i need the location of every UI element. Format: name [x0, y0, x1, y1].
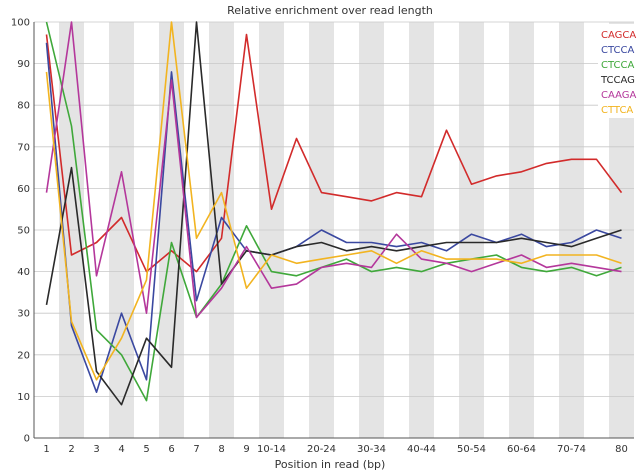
legend-box	[598, 24, 636, 118]
y-tick-label: 20	[17, 350, 30, 361]
x-tick-label: 20-24	[307, 444, 336, 455]
legend-entry: CTCCA	[601, 45, 634, 56]
y-tick-label: 40	[17, 267, 30, 278]
x-tick-label: 1	[43, 444, 49, 455]
y-tick-label: 90	[17, 59, 30, 70]
x-tick-label: 40-44	[407, 444, 436, 455]
x-tick-label: 2	[68, 444, 74, 455]
legend-entry: CAAGA	[601, 90, 637, 101]
legend-entry: CTTCA	[601, 105, 633, 116]
series-line	[45, 42, 622, 394]
series-line	[45, 21, 622, 381]
chart-title: Relative enrichment over read length	[227, 4, 433, 17]
series-line	[45, 21, 622, 402]
x-axis-label: Position in read (bp)	[275, 458, 386, 471]
x-tick-label: 6	[168, 444, 174, 455]
x-tick-labels: 1 2 3 4 5 6 7 8 9 10-14 20-24 30-34 40-44 50-54 60-64 7…	[43, 444, 628, 455]
legend-entry: CAGCA	[601, 30, 636, 41]
x-tick-label: 9	[243, 444, 249, 455]
y-tick-labels: 0 10 20 30 40 50 60 70 80 90 100	[11, 18, 30, 445]
x-tick-label: 5	[143, 444, 149, 455]
x-tick-label: 30-34	[357, 444, 386, 455]
legend: CAGCA CTCCA CTCCA TCCAG CAAGA CTTCA	[598, 24, 637, 118]
y-tick-label: 80	[17, 101, 30, 112]
x-tick-label: 80	[615, 444, 628, 455]
x-tick-label: 10-14	[257, 444, 286, 455]
x-tick-label: 60-64	[507, 444, 536, 455]
y-tick-label: 100	[11, 18, 30, 29]
legend-entry: CTCCA	[601, 60, 634, 71]
x-tick-label: 4	[118, 444, 124, 455]
x-tick-label: 50-54	[457, 444, 486, 455]
x-tick-label: 3	[93, 444, 99, 455]
legend-entry: TCCAG	[600, 75, 635, 86]
y-tick-label: 30	[17, 309, 30, 320]
series-line	[45, 21, 622, 406]
x-tick-label: 70-74	[557, 444, 586, 455]
axes	[33, 22, 634, 439]
series-lines	[45, 21, 623, 406]
y-tick-label: 10	[17, 392, 30, 403]
y-tick-label: 70	[17, 142, 30, 153]
y-tick-label: 0	[24, 434, 30, 445]
x-tick-label: 8	[218, 444, 224, 455]
y-tick-label: 60	[17, 184, 30, 195]
series-line	[45, 33, 623, 273]
x-tick-label: 7	[193, 444, 199, 455]
y-tick-label: 50	[17, 226, 30, 237]
